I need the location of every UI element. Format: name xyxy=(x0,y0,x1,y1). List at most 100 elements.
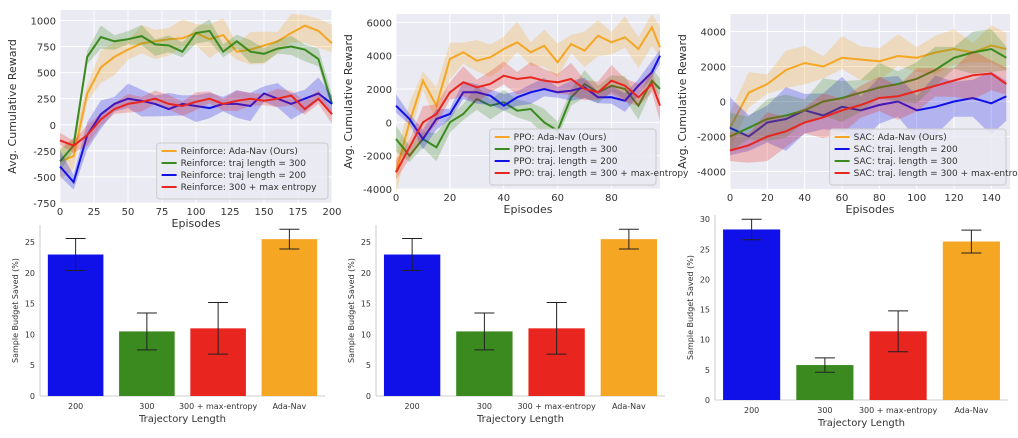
y-tick-label: -750 xyxy=(33,199,56,210)
series-band xyxy=(396,49,660,150)
series-line xyxy=(395,74,661,173)
legend-entry: PPO: traj. length = 200 xyxy=(514,157,618,167)
plot-area xyxy=(730,14,1010,189)
y-tick-label: 15 xyxy=(25,300,35,309)
series-band xyxy=(730,29,1007,152)
x-tick-label: 300 + max-entropy xyxy=(859,406,938,415)
legend-entry: SAC: traj. length = 200 xyxy=(854,145,958,155)
x-axis-label: Episodes xyxy=(846,203,895,216)
legend-entry: PPO: traj. length = 300 xyxy=(514,145,618,155)
x-tick-label: 0 xyxy=(57,207,63,218)
y-tick-label: 25 xyxy=(361,238,371,247)
legend-entry: PPO: traj. length = 300 + max-entropy xyxy=(514,169,689,179)
legend-entry: Reinforce: 300 + max entropy xyxy=(181,183,318,193)
bar xyxy=(796,365,854,400)
y-tick-label: 4000 xyxy=(701,28,726,39)
bar xyxy=(119,331,175,396)
series-band xyxy=(60,19,332,172)
bar xyxy=(261,239,318,396)
x-tick-label: 80 xyxy=(605,193,618,204)
x-tick-label: 0 xyxy=(727,193,733,204)
y-tick-label: 0 xyxy=(366,392,371,401)
y-tick-label: 20 xyxy=(361,269,371,278)
y-tick-label: 30 xyxy=(700,215,710,224)
x-tick-label: 175 xyxy=(288,207,307,218)
y-tick-label: 5 xyxy=(366,361,371,370)
y-tick-label: 6000 xyxy=(367,18,392,29)
x-axis-label: Episodes xyxy=(504,203,553,216)
y-tick-label: 1000 xyxy=(31,16,56,27)
x-tick-label: 150 xyxy=(254,207,273,218)
legend-entry: SAC: Ada-Nav (Ours) xyxy=(854,133,947,143)
y-tick-label: 15 xyxy=(361,300,371,309)
series-line xyxy=(395,79,661,158)
bar xyxy=(383,254,441,396)
x-tick-label: 300 xyxy=(139,402,154,411)
series-line xyxy=(395,55,661,141)
x-tick-label: Ada-Nav xyxy=(612,402,646,411)
y-tick-label: 10 xyxy=(25,330,35,339)
bar xyxy=(190,328,246,396)
y-tick-label: 20 xyxy=(25,269,35,278)
y-tick-label: -2000 xyxy=(697,133,726,144)
y-tick-label: -4000 xyxy=(697,168,726,179)
x-tick-label: Ada-Nav xyxy=(272,402,306,411)
x-tick-label: 50 xyxy=(122,207,135,218)
x-tick-label: 200 xyxy=(744,406,759,415)
x-tick-label: 20 xyxy=(761,193,774,204)
series-band xyxy=(730,50,1007,163)
series-band xyxy=(60,14,332,181)
x-tick-label: 40 xyxy=(798,193,811,204)
legend-box xyxy=(829,128,1007,186)
series-line xyxy=(59,24,333,163)
series-line xyxy=(395,25,661,173)
legend-entry: Reinforce: traj length = 300 xyxy=(181,159,307,169)
y-tick-label: 0 xyxy=(705,396,710,405)
x-tick-label: 200 xyxy=(68,402,83,411)
x-axis-label: Episodes xyxy=(172,217,221,230)
legend-entry: Reinforce: traj length = 200 xyxy=(181,171,307,181)
legend-entry: SAC: traj. length = 300 + max-entropy xyxy=(854,169,1018,179)
series-line xyxy=(59,92,333,185)
series-band xyxy=(396,14,660,194)
y-tick-label: -500 xyxy=(33,173,56,184)
series-line xyxy=(729,44,1007,129)
y-tick-label: 750 xyxy=(37,43,56,54)
x-axis-label: Trajectory Length xyxy=(476,414,564,425)
series-band xyxy=(396,61,660,180)
y-tick-label: 500 xyxy=(37,69,56,80)
y-tick-label: 20 xyxy=(700,275,710,284)
x-tick-label: 300 xyxy=(817,406,832,415)
y-tick-label: 2000 xyxy=(367,85,392,96)
x-tick-label: 300 + max-entropy xyxy=(517,402,596,411)
bar xyxy=(942,241,1000,400)
bar xyxy=(47,254,104,396)
x-axis-label: Trajectory Length xyxy=(817,418,905,429)
series-line xyxy=(59,94,333,147)
legend-box xyxy=(156,142,329,200)
y-tick-label: 15 xyxy=(700,306,710,315)
series-band xyxy=(396,68,660,163)
series-line xyxy=(729,95,1007,138)
legend-entry: PPO: Ada-Nav (Ours) xyxy=(514,133,607,143)
y-tick-label: -2000 xyxy=(363,152,392,163)
y-axis-label: Sample Budget Saved (%) xyxy=(347,258,356,363)
series-line xyxy=(729,72,1007,152)
x-tick-label: 60 xyxy=(836,193,849,204)
y-axis-label: Avg. Cumulative Reward xyxy=(342,34,355,169)
plot-area xyxy=(396,14,660,189)
series-band xyxy=(730,71,1007,156)
x-tick-label: 0 xyxy=(393,193,399,204)
y-tick-label: 0 xyxy=(386,118,392,129)
x-tick-label: 100 xyxy=(907,193,926,204)
bar xyxy=(723,229,781,400)
y-tick-label: 4000 xyxy=(367,52,392,63)
y-axis-label: Avg. Cumulative Reward xyxy=(6,39,19,174)
x-tick-label: 300 + max-entropy xyxy=(179,402,258,411)
y-tick-label: 25 xyxy=(700,245,710,254)
